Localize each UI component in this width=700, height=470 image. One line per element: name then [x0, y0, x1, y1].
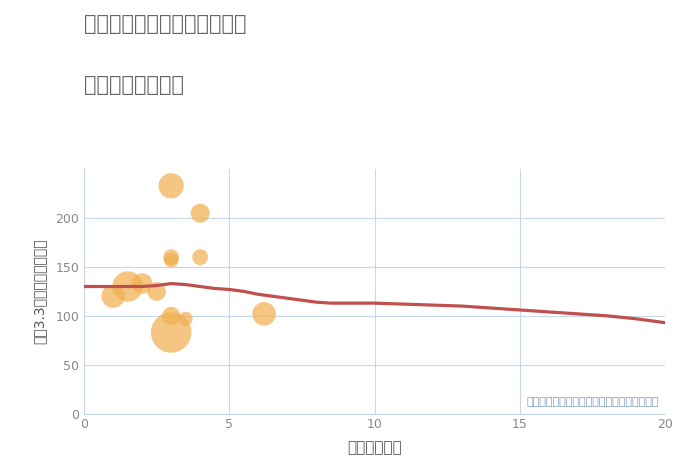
Point	[165, 329, 176, 336]
Point	[195, 210, 206, 217]
Text: 神奈川県横浜市南区前里町の: 神奈川県横浜市南区前里町の	[84, 14, 246, 34]
Point	[180, 315, 191, 322]
Point	[151, 288, 162, 295]
Y-axis label: 坪（3.3㎡）単価（万円）: 坪（3.3㎡）単価（万円）	[33, 239, 47, 344]
Point	[195, 253, 206, 261]
Point	[165, 182, 176, 189]
Point	[136, 280, 148, 287]
Point	[258, 310, 270, 318]
Point	[165, 253, 176, 261]
Point	[165, 256, 176, 264]
Text: 駅距離別土地価格: 駅距離別土地価格	[84, 75, 184, 95]
Point	[122, 283, 133, 290]
Point	[108, 292, 119, 300]
Point	[165, 312, 176, 320]
X-axis label: 駅距離（分）: 駅距離（分）	[347, 440, 402, 455]
Text: 円の大きさは、取引のあった物件面積を示す: 円の大きさは、取引のあった物件面積を示す	[526, 397, 659, 407]
